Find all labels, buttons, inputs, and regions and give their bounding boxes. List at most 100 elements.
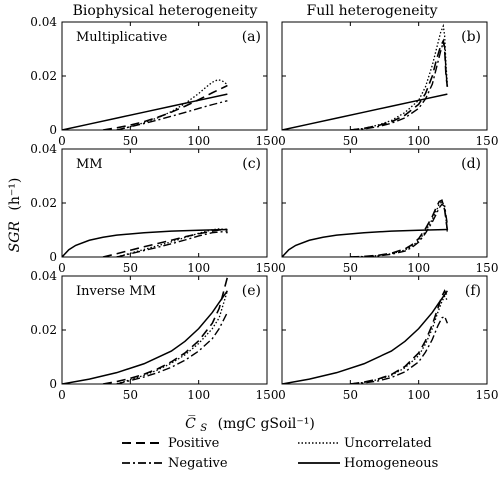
series-line-positive [350,38,449,130]
panel-d: 0 50 100 150 (d) [278,148,499,275]
y-tick-label: 0.02 [30,196,57,210]
panel-letter: (e) [242,283,261,299]
legend-item-negative: Negative [122,456,228,471]
y-tick-label: 0 [49,250,57,264]
series-line-uncorrelated [116,290,228,384]
panel-c-series [62,228,228,257]
x-tick-label: 100 [407,134,430,148]
y-axis-label: SGR (h⁻¹) [7,178,23,253]
x-tick-label: 0 [58,134,66,148]
series-line-homogeneous [62,290,228,384]
panel-letter: (d) [461,156,481,172]
series-line-positive [102,84,228,130]
svg-text:SGR (h⁻¹): SGR (h⁻¹) [7,178,23,253]
panel-letter: (c) [242,156,261,172]
x-tick-label: 0 [278,134,286,148]
panel-f-frame [281,275,488,385]
y-tick-label: 0 [49,377,57,391]
panel-letter: (a) [242,29,261,45]
row-label: MM [76,157,103,172]
panel-a-series [62,79,228,130]
x-tick-label: 150 [476,261,499,275]
panel-b: 0 50 100 150 (b) [278,21,499,148]
y-tick-label: 0.02 [30,69,57,83]
column-title-right: Full heterogeneity [306,3,437,19]
x-tick-label: 0 [58,388,66,402]
svg-text:C̅ S (mgC gSoil⁻¹: C̅ S (mgC gSoil⁻¹) [185,413,315,435]
panel-f-series [282,289,449,384]
panel-e: 0 50 100 150 0 0.02 0.04 (e) Inverse MM [30,269,278,402]
y-tick-label: 0.04 [30,15,57,29]
series-line-negative [116,230,228,257]
x-axis-label-subscript: S [200,423,207,434]
panel-d-series [282,199,449,257]
y-axis-label-unit: (h⁻¹) [7,178,23,211]
series-line-homogeneous [282,290,448,384]
x-tick-label: 150 [256,134,279,148]
x-tick-label: 0 [278,388,286,402]
y-tick-label: 0.02 [30,323,57,337]
x-tick-label: 50 [123,261,138,275]
legend-item-positive: Positive [122,436,220,451]
y-tick-label: 0.04 [30,142,57,156]
series-line-negative [350,203,449,257]
x-tick-label: 150 [476,388,499,402]
panel-e-series [62,277,229,384]
series-line-uncorrelated [350,200,449,257]
series-line-positive [102,228,228,257]
panel-a: 0 50 100 150 0 0.02 0.04 (a) Multiplicative [30,15,278,148]
series-line-homogeneous [62,228,228,257]
row-label: Inverse MM [76,284,156,299]
x-tick-label: 50 [343,388,358,402]
x-axis-label-unit: (mgC gSoil⁻¹) [218,416,315,432]
x-tick-label: 150 [256,388,279,402]
panel-letter: (b) [461,29,481,45]
series-line-positive [350,199,449,257]
series-line-uncorrelated [350,23,449,130]
x-tick-label: 100 [407,261,430,275]
legend-label: Uncorrelated [344,436,432,451]
panel-f: 0 50 100 150 (f) [278,275,499,402]
x-tick-label: 50 [343,261,358,275]
panel-letter: (f) [465,283,481,299]
y-tick-label: 0.04 [30,269,57,283]
legend-item-homogeneous: Homogeneous [298,456,438,471]
y-axis-label-symbol: SGR [7,221,23,253]
x-tick-label: 50 [343,134,358,148]
series-line-uncorrelated [350,294,448,384]
panel-c: 0 50 100 150 0 0.02 0.04 (c) MM [30,142,278,275]
legend-label: Negative [168,456,228,471]
x-axis-label: C̅ S (mgC gSoil⁻¹) [185,413,315,435]
panel-b-frame [281,21,488,131]
series-line-uncorrelated [116,79,228,130]
x-tick-label: 50 [123,388,138,402]
row-label: Multiplicative [76,30,168,45]
x-tick-label: 100 [187,134,210,148]
y-tick-label: 0 [49,123,57,137]
series-line-negative [116,312,228,384]
legend-label: Positive [168,436,220,451]
panel-b-series [282,23,449,130]
x-tick-label: 100 [187,261,210,275]
legend-label: Homogeneous [344,456,438,471]
series-line-positive [102,277,229,384]
legend: Positive Uncorrelated Negative Homogeneous [122,436,438,471]
series-line-uncorrelated [116,228,228,257]
series-line-positive [350,289,449,384]
series-line-homogeneous [282,93,448,130]
series-line-homogeneous [282,228,448,257]
x-tick-label: 100 [187,388,210,402]
series-line-negative [350,39,449,130]
x-tick-label: 50 [123,134,138,148]
x-tick-label: 150 [476,134,499,148]
panel-d-frame [281,148,488,258]
series-line-homogeneous [62,93,228,130]
legend-item-uncorrelated: Uncorrelated [298,436,432,451]
x-tick-label: 150 [256,261,279,275]
x-tick-label: 100 [407,388,430,402]
x-axis-label-symbol: C̅ [185,413,196,432]
column-title-left: Biophysical heterogeneity [73,3,258,19]
x-tick-label: 0 [58,261,66,275]
